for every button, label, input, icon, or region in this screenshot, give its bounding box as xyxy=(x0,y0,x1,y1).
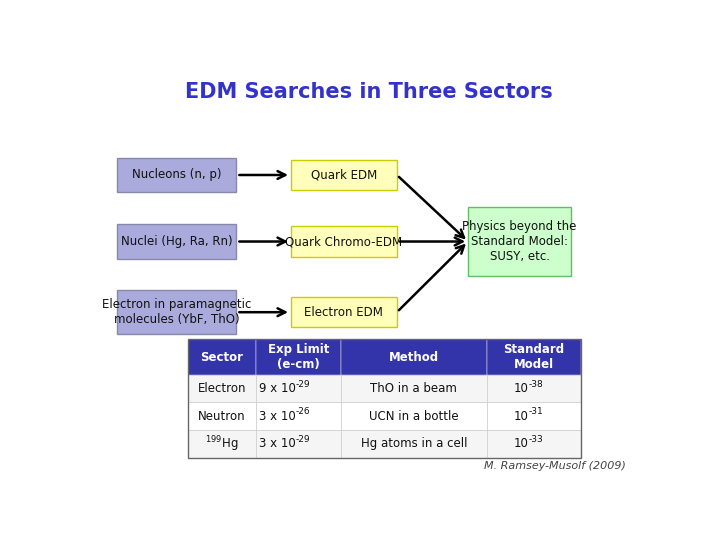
FancyBboxPatch shape xyxy=(487,375,581,402)
FancyBboxPatch shape xyxy=(341,430,487,458)
Text: $^{199}$Hg: $^{199}$Hg xyxy=(205,434,239,454)
Text: Physics beyond the
Standard Model:
SUSY, etc.: Physics beyond the Standard Model: SUSY,… xyxy=(462,220,577,263)
FancyBboxPatch shape xyxy=(468,207,571,276)
Text: Electron: Electron xyxy=(198,382,246,395)
FancyBboxPatch shape xyxy=(291,160,397,190)
FancyBboxPatch shape xyxy=(117,224,236,259)
Text: Electron EDM: Electron EDM xyxy=(305,306,383,319)
Text: -29: -29 xyxy=(296,435,310,444)
Text: -29: -29 xyxy=(296,380,310,389)
FancyBboxPatch shape xyxy=(188,339,256,375)
Text: 10: 10 xyxy=(513,382,528,395)
Text: -38: -38 xyxy=(528,380,543,389)
Text: Exp Limit
(e-cm): Exp Limit (e-cm) xyxy=(268,343,330,371)
FancyBboxPatch shape xyxy=(256,339,341,375)
Text: EDM Searches in Three Sectors: EDM Searches in Three Sectors xyxy=(185,82,553,102)
FancyBboxPatch shape xyxy=(188,430,256,458)
Text: Sector: Sector xyxy=(201,350,243,363)
Text: Neutron: Neutron xyxy=(198,410,246,423)
FancyBboxPatch shape xyxy=(188,402,256,430)
FancyBboxPatch shape xyxy=(487,430,581,458)
FancyBboxPatch shape xyxy=(291,297,397,327)
Text: Nucleons (n, p): Nucleons (n, p) xyxy=(132,168,221,181)
FancyBboxPatch shape xyxy=(188,375,256,402)
FancyBboxPatch shape xyxy=(256,402,341,430)
Text: 3 x 10: 3 x 10 xyxy=(259,437,296,450)
FancyBboxPatch shape xyxy=(487,339,581,375)
Text: Electron in paramagnetic
molecules (YbF, ThO): Electron in paramagnetic molecules (YbF,… xyxy=(102,298,251,326)
FancyBboxPatch shape xyxy=(256,430,341,458)
FancyBboxPatch shape xyxy=(117,291,236,334)
FancyBboxPatch shape xyxy=(256,375,341,402)
Text: -26: -26 xyxy=(296,407,310,416)
Text: 10: 10 xyxy=(513,410,528,423)
Text: 3 x 10: 3 x 10 xyxy=(259,410,296,423)
Text: Quark Chromo-EDM: Quark Chromo-EDM xyxy=(285,235,402,248)
Text: 9 x 10: 9 x 10 xyxy=(259,382,296,395)
Text: Quark EDM: Quark EDM xyxy=(311,168,377,181)
Text: ThO in a beam: ThO in a beam xyxy=(370,382,457,395)
Text: M. Ramsey-Musolf (2009): M. Ramsey-Musolf (2009) xyxy=(484,462,626,471)
Text: Method: Method xyxy=(389,350,439,363)
FancyBboxPatch shape xyxy=(487,402,581,430)
Text: -31: -31 xyxy=(528,407,543,416)
FancyBboxPatch shape xyxy=(341,375,487,402)
Text: 10: 10 xyxy=(513,437,528,450)
Text: Nuclei (Hg, Ra, Rn): Nuclei (Hg, Ra, Rn) xyxy=(121,235,233,248)
Text: Hg atoms in a cell: Hg atoms in a cell xyxy=(361,437,467,450)
Text: -33: -33 xyxy=(528,435,543,444)
FancyBboxPatch shape xyxy=(341,339,487,375)
FancyBboxPatch shape xyxy=(291,226,397,256)
Text: UCN in a bottle: UCN in a bottle xyxy=(369,410,459,423)
Text: Standard
Model: Standard Model xyxy=(503,343,564,371)
FancyBboxPatch shape xyxy=(341,402,487,430)
FancyBboxPatch shape xyxy=(117,158,236,192)
